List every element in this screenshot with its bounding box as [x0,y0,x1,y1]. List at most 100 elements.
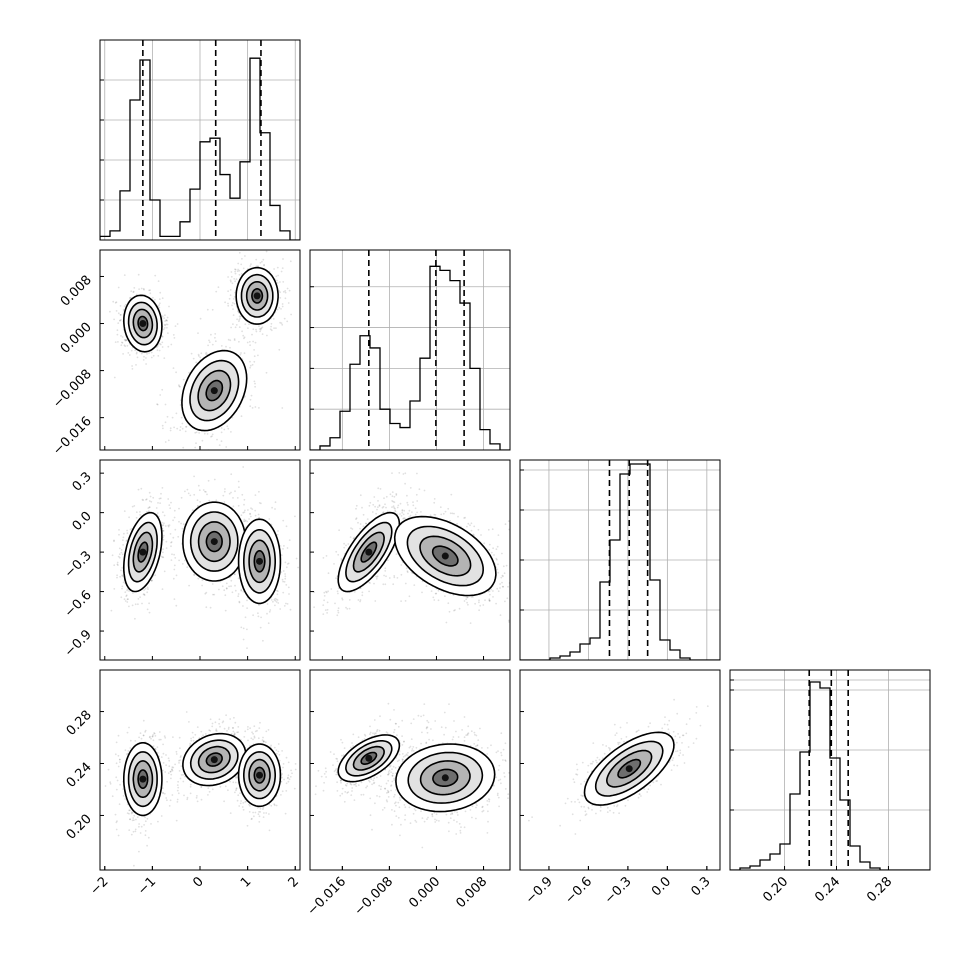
hist-panel-0 [99,39,301,241]
sample-point [178,520,180,523]
sample-point [433,599,436,601]
sample-point [449,512,452,515]
sample-point [179,429,182,432]
sample-point [232,298,235,300]
sample-point [172,334,175,336]
sample-point [158,306,161,309]
sample-point [478,599,480,602]
sample-point [359,523,362,525]
sample-point [167,332,169,334]
sample-point [227,304,230,307]
sample-point [409,514,412,517]
sample-point [168,524,171,526]
sample-point [246,647,248,649]
sample-point [242,605,244,607]
sample-point [132,830,135,833]
sample-point [234,272,237,275]
sample-point [492,547,494,550]
sample-point [165,323,168,326]
sample-point [493,554,495,556]
sample-point [382,505,385,508]
sample-point [162,792,165,795]
sample-point [401,509,404,511]
sample-point [131,505,134,508]
sample-point [374,575,377,578]
sample-point [433,498,436,500]
sample-point [258,516,260,519]
sample-point [170,541,172,544]
sample-point [154,748,157,750]
sample-point [224,301,227,304]
sample-point [385,495,388,498]
scatter-panel-0-3 [99,669,301,871]
sample-point [134,349,137,352]
sample-point [129,528,132,531]
sample-point [277,602,280,604]
sample-point [374,600,377,602]
density-peak-0-2-1 [210,538,218,546]
sample-point [234,280,237,283]
sample-point [520,585,522,587]
hist-panel-2 [519,459,721,661]
sample-point [248,340,251,343]
sample-point [115,762,118,765]
sample-point [184,430,187,433]
sample-point [258,490,260,493]
sample-point [160,492,162,495]
sample-point [280,571,283,573]
sample-point [238,251,241,254]
sample-point [272,318,275,320]
sample-point [211,435,213,437]
sample-point [394,507,396,510]
sample-point [274,508,276,510]
sample-point [138,850,140,853]
sample-point [253,360,256,363]
sample-point [416,500,419,502]
sample-point [152,354,155,357]
sample-point [258,502,261,504]
sample-point [139,511,141,513]
sample-point [377,500,379,502]
sample-point [254,341,257,344]
sample-point [157,280,160,282]
sample-point [283,317,286,320]
sample-point [506,597,509,600]
sample-point [323,599,325,602]
sample-point [229,289,232,291]
sample-point [238,269,241,272]
sample-point [115,788,118,791]
sample-point [220,345,223,347]
sample-point [334,602,336,605]
sample-point [284,561,287,564]
sample-point [169,429,172,432]
sample-point [192,357,195,360]
sample-point [391,500,393,502]
sample-point [388,577,391,579]
sample-point [281,303,284,305]
sample-point [338,529,340,532]
sample-point [231,302,234,304]
sample-point [240,626,243,629]
sample-point [138,825,140,828]
sample-point [284,291,287,294]
sample-point [247,327,249,329]
sample-point [353,591,356,593]
sample-point [254,494,257,496]
density-peak-0-2-2 [256,557,264,565]
sample-point [218,588,220,591]
sample-point [484,599,486,602]
sample-point [227,290,230,293]
sample-point [242,267,245,270]
sample-point [230,431,232,433]
sample-point [149,735,151,738]
sample-point [400,564,403,566]
sample-point [124,339,127,342]
sample-point [129,809,131,812]
sample-point [405,567,408,570]
sample-point [307,585,309,587]
sample-point [433,501,436,504]
sample-point [117,734,120,737]
sample-point [129,297,132,299]
sample-point [153,732,156,735]
sample-point [276,589,278,592]
